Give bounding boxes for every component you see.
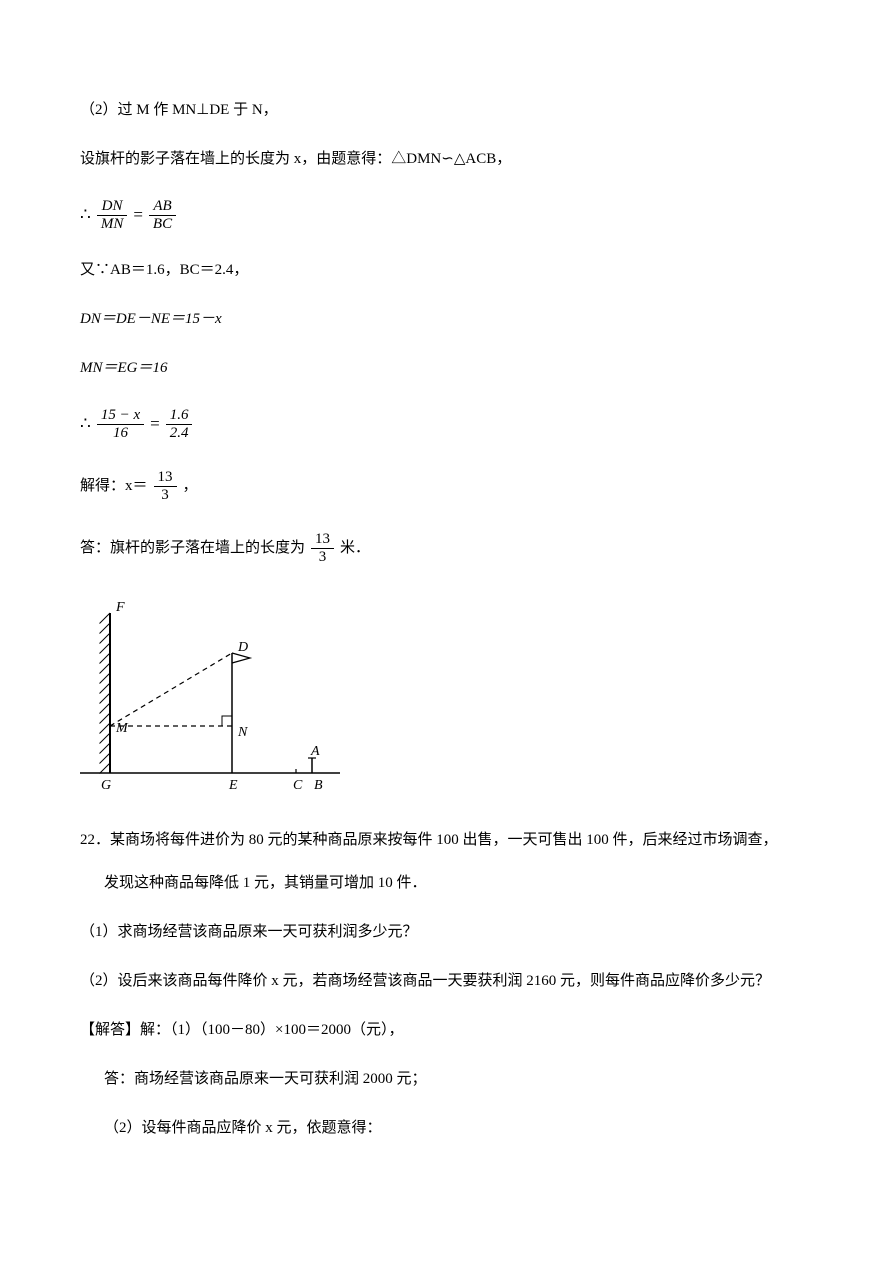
diagram-svg: F D M N A G E CB [80,593,340,793]
p2-solve: 解得：x＝ 13 3 ， [80,469,812,503]
svg-text:G: G [101,778,111,793]
suffix: 米． [340,538,370,559]
frac: 13 3 [311,531,334,565]
num: 1.6 [166,407,193,425]
p2-step5: MN＝EG＝16 [80,358,812,379]
num: 13 [311,531,334,549]
svg-text:N: N [237,725,248,740]
q22: 22．某商场将每件进价为 80 元的某种商品原来按每件 100 出售，一天可售出… [80,830,812,1139]
equals: = [133,203,143,227]
q22-solution-label: 【解答】解：（1）（100－80）×100＝2000（元）， [80,1020,812,1041]
q22-sol1-answer: 答：商场经营该商品原来一天可获利润 2000 元； [80,1069,812,1090]
text: 设旗杆的影子落在墙上的长度为 x，由题意得：△DMN∽△ACB， [80,151,511,167]
svg-text:B: B [314,778,323,793]
num: 13 [154,469,177,487]
den: 2.4 [166,425,193,442]
frac-left: DN MN [97,198,128,232]
geometry-diagram: F D M N A G E CB [80,593,812,800]
p2-eq2: ∴ 15 − x 16 = 1.6 2.4 [80,407,812,441]
num: 15 − x [97,407,144,425]
frac-left: 15 − x 16 [97,407,144,441]
q22-stem-line1: 22．某商场将每件进价为 80 元的某种商品原来按每件 100 出售，一天可售出… [80,830,812,851]
p2-answer: 答：旗杆的影子落在墙上的长度为 13 3 米． [80,531,812,565]
text: （1）（100－80）×100＝2000（元）， [170,1022,403,1038]
label: 【解答】解： [80,1022,170,1038]
q22-number: 22． [80,832,110,848]
text: （2）设每件商品应降价 x 元，依题意得： [104,1120,382,1136]
text: （2）设后来该商品每件降价 x 元，若商场经营该商品一天要获利润 2160 元，… [80,973,770,989]
den: BC [149,216,176,233]
den: 3 [311,549,334,566]
text: （2）过 M 作 MN⊥DE 于 N， [80,102,278,118]
p2-eq1: ∴ DN MN = AB BC [80,198,812,232]
prefix: 答：旗杆的影子落在墙上的长度为 [80,538,305,559]
q22-sub1: （1）求商场经营该商品原来一天可获利润多少元？ [80,922,812,943]
p2-step2: 设旗杆的影子落在墙上的长度为 x，由题意得：△DMN∽△ACB， [80,149,812,170]
svg-text:C: C [293,778,303,793]
svg-text:E: E [228,778,238,793]
text: 发现这种商品每降低 1 元，其销量可增加 10 件． [104,875,427,891]
prefix: 解得：x＝ [80,476,148,497]
q22-sol2: （2）设每件商品应降价 x 元，依题意得： [80,1118,812,1139]
p2-step3: 又∵AB＝1.6，BC＝2.4， [80,260,812,281]
frac: 13 3 [154,469,177,503]
p2-step1: （2）过 M 作 MN⊥DE 于 N， [80,100,812,121]
text: DN＝DE－NE＝15－x [80,311,222,327]
svg-text:M: M [115,721,129,736]
svg-text:F: F [115,600,125,615]
num: DN [97,198,128,216]
text: 答：商场经营该商品原来一天可获利润 2000 元； [104,1071,427,1087]
text: MN＝EG＝16 [80,360,168,376]
text: 又∵AB＝1.6，BC＝2.4， [80,262,248,278]
frac-right: 1.6 2.4 [166,407,193,441]
den: 16 [97,425,144,442]
therefore: ∴ [80,203,91,227]
num: AB [149,198,176,216]
svg-text:A: A [310,744,320,759]
frac-right: AB BC [149,198,176,232]
therefore: ∴ [80,412,91,436]
q22-sub2: （2）设后来该商品每件降价 x 元，若商场经营该商品一天要获利润 2160 元，… [80,971,812,992]
p2-step4: DN＝DE－NE＝15－x [80,309,812,330]
den: 3 [154,487,177,504]
text: 某商场将每件进价为 80 元的某种商品原来按每件 100 出售，一天可售出 10… [110,832,778,848]
den: MN [97,216,128,233]
svg-text:D: D [237,640,248,655]
suffix: ， [183,476,198,497]
equals: = [150,412,160,436]
q22-stem-line2: 发现这种商品每降低 1 元，其销量可增加 10 件． [80,873,812,894]
text: （1）求商场经营该商品原来一天可获利润多少元？ [80,924,418,940]
